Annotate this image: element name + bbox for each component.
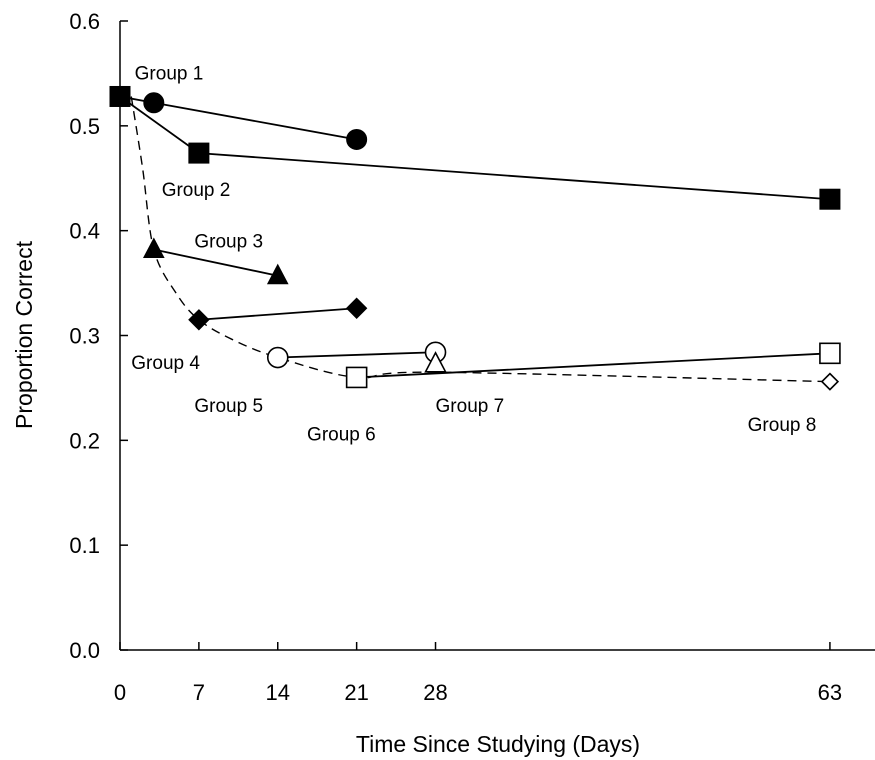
series-line-group-5 (277, 351, 436, 359)
data-point-group-4 (345, 297, 368, 319)
data-point-group-3 (266, 263, 289, 285)
y-axis-title: Proportion Correct (11, 240, 37, 429)
data-point-group-7 (424, 351, 447, 373)
data-point-group-6 (819, 342, 841, 365)
series-line-group-3 (153, 248, 278, 277)
ticks: 0 7 14 21 28 63 0.0 0.1 0.2 0.3 0.4 0.5 0.6 (69, 9, 842, 705)
y-tick-label: 0.6 (69, 9, 100, 34)
data-point-group-2 (188, 142, 210, 164)
group-label-group-6: Group 6 (307, 424, 376, 445)
x-tick-label: 14 (266, 680, 290, 705)
series-line-group-4 (198, 307, 357, 321)
y-tick-label: 0.2 (69, 428, 100, 453)
retention-curve (130, 96, 830, 383)
group-labels: Group 1 Group 2 Group 3 Group 4 Group 5 Group… (131, 64, 816, 446)
data-point-group-4 (188, 309, 210, 331)
x-tick-label: 7 (193, 680, 205, 705)
y-tick-label: 0.3 (69, 324, 100, 349)
series-line-group-6 (356, 352, 830, 379)
data-point-group-2 (819, 188, 841, 210)
group-label-group-8: Group 8 (748, 415, 817, 436)
group-label-group-4: Group 4 (131, 353, 200, 374)
data-point-group-6 (345, 366, 368, 389)
y-tick-label: 0.1 (69, 533, 100, 558)
group-label-group-2: Group 2 (162, 180, 231, 201)
data-point-group-1 (143, 92, 165, 114)
data-point-group-2 (109, 85, 131, 107)
x-tick-label: 28 (423, 680, 447, 705)
axes (119, 21, 875, 651)
series-markers (109, 85, 841, 391)
data-point-group-5 (266, 346, 289, 369)
y-tick-label: 0.4 (69, 219, 100, 244)
x-tick-label: 21 (344, 680, 368, 705)
x-axis-title: Time Since Studying (Days) (356, 731, 640, 757)
x-tick-label: 63 (818, 680, 842, 705)
group-label-group-5: Group 5 (194, 396, 263, 417)
data-point-group-8 (820, 372, 840, 391)
y-tick-label: 0.0 (69, 638, 100, 663)
x-tick-label: 0 (114, 680, 126, 705)
data-point-group-3 (142, 237, 165, 259)
retention-curve-path (130, 96, 830, 383)
group-label-group-3: Group 3 (194, 231, 263, 252)
y-tick-label: 0.5 (69, 114, 100, 139)
group-label-group-7: Group 7 (436, 396, 505, 417)
group-label-group-1: Group 1 (135, 64, 204, 85)
data-point-group-1 (346, 128, 368, 150)
